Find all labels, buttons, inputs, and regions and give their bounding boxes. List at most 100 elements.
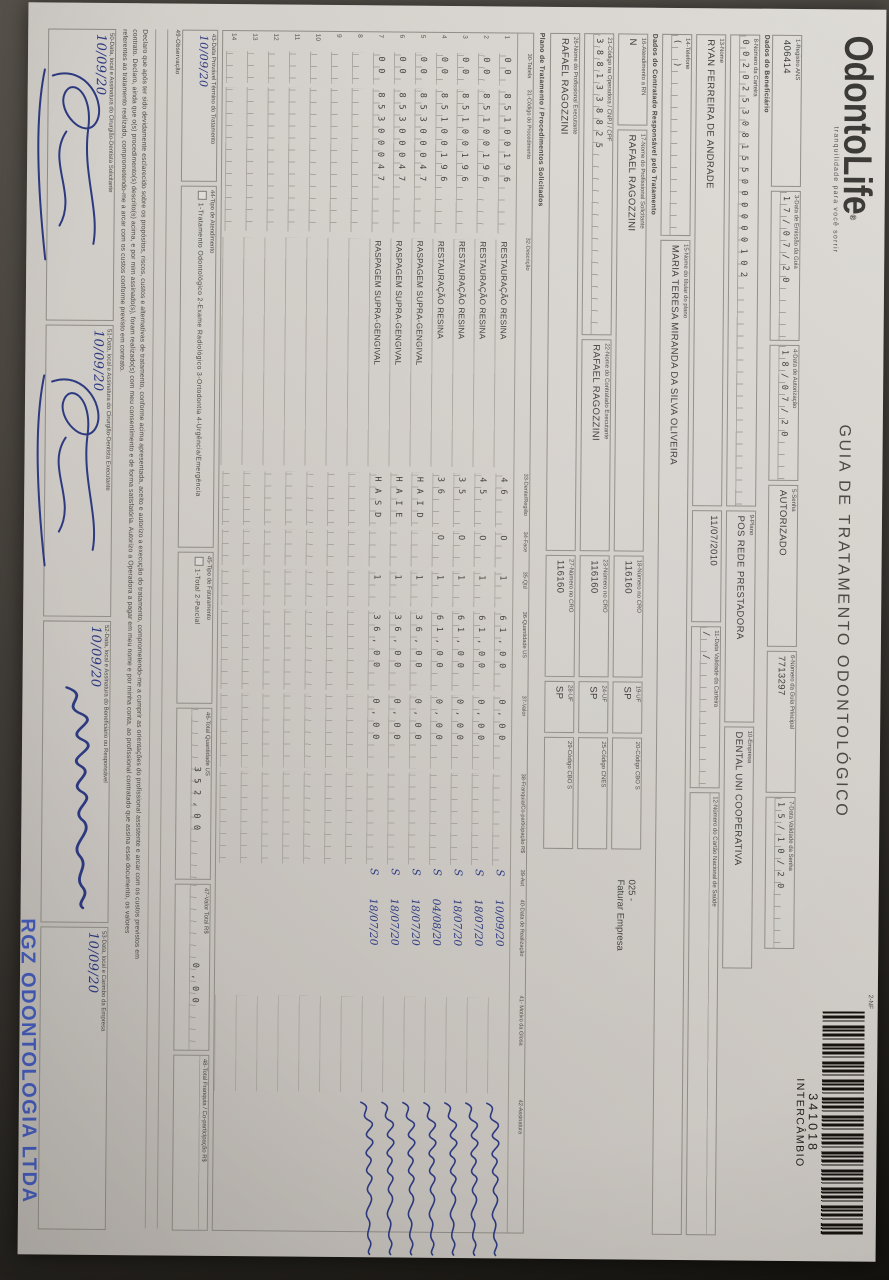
cell-valor: 0,00	[366, 694, 383, 769]
cell-descricao: RESTAURAÇÃO RESINA	[493, 239, 512, 467]
field-codigo-operadora: 21-Código na Operadora / CNPJ / CPF 3881…	[581, 33, 615, 336]
field-registro-ans: 1-Registro ANS 406414	[770, 34, 803, 188]
section-beneficiario: Dados do Beneficiário	[762, 34, 771, 113]
cell-n: 10	[314, 33, 322, 42]
cell-glosa	[214, 995, 233, 1091]
cell-data	[212, 895, 237, 991]
signature-box-cirurgiao-executante: 51-Data, local e Assinatura do Cirurgião…	[35, 324, 114, 618]
field-cro-solicitante: 18-Número no CRO 116160	[612, 555, 644, 678]
field-cro-executante: 23-Número no CRO 116160	[578, 555, 610, 678]
cell-descricao: RESTAURAÇÃO RESINA	[430, 239, 449, 467]
field-nome-beneficiario: 13-Nome RYAN FERREIRA DE ANDRADE	[692, 34, 727, 507]
cell-aut	[339, 866, 363, 896]
cell-glosa	[445, 997, 464, 1093]
cell-tabela: 00	[372, 52, 389, 85]
cell-us	[262, 609, 279, 690]
cell-us: 61,00	[472, 611, 489, 692]
cell-us: 61,00	[493, 611, 510, 692]
cell-qtd	[263, 569, 279, 606]
cell-tabela	[351, 52, 368, 85]
cell-qtd	[347, 570, 363, 607]
cell-qtd	[326, 569, 342, 607]
cell-descricao	[220, 237, 239, 465]
field-total-us: 46-Total Quantidade US 352,00	[174, 707, 213, 880]
cell-codigo	[329, 87, 346, 233]
cell-face	[284, 529, 300, 566]
cell-tabela	[330, 51, 347, 85]
cell-codigo	[245, 87, 262, 232]
cell-aut	[318, 866, 342, 896]
cell-aut	[297, 866, 321, 896]
dentist-signature	[36, 68, 101, 261]
cell-face: O	[494, 531, 510, 568]
cell-descricao: RASPAGEM SUPRA-GENGIVAL	[409, 239, 428, 467]
cell-valor: 0,00	[492, 695, 509, 770]
cell-franquia	[239, 771, 256, 864]
cell-qtd: 1	[389, 570, 405, 607]
field-cartao-nacional-saude: 12-Número do Cartão Nacional de Saúde	[685, 792, 720, 1236]
cell-codigo	[350, 88, 367, 233]
cell-codigo	[287, 87, 304, 232]
cell-face: O	[473, 531, 489, 568]
cell-descricao: RESTAURAÇÃO RESINA	[451, 239, 470, 467]
field-data-nascimento: 11/07/2010	[691, 510, 723, 623]
signature-box-cirurgiao-solicitante: 50-Data, local e Assinatura do Cirurgião…	[36, 28, 117, 322]
cell-aut	[213, 865, 237, 895]
cell-qtd: 1	[473, 571, 489, 608]
cell-franquia	[218, 770, 235, 864]
field-empresa: 10-Empresa DENTAL UNI COOPERATIVA	[722, 726, 755, 969]
field-uf-executante: 24-UF SP	[578, 681, 609, 734]
cell-descricao	[262, 237, 281, 465]
cell-descricao: RASPAGEM SUPRA-GENGIVAL	[367, 238, 386, 466]
cell-face	[410, 530, 426, 567]
cell-face	[326, 529, 342, 567]
field-senha: 5-Senha AUTORIZADO	[766, 484, 799, 648]
cell-glosa	[340, 996, 359, 1092]
observacao-line	[156, 29, 169, 1229]
cell-us: 61,00	[430, 610, 447, 691]
checkbox-icon	[197, 190, 207, 200]
cell-face	[389, 530, 405, 567]
cell-tabela: 00	[414, 52, 431, 85]
logo-text: OdontoLife	[834, 35, 881, 215]
cell-valor	[219, 692, 236, 768]
cell-tabela: 00	[435, 52, 452, 85]
cell-descricao	[283, 238, 302, 466]
cell-tabela	[267, 51, 284, 84]
cell-data	[338, 896, 363, 992]
cell-us: 36,00	[388, 610, 405, 691]
checkbox-icon	[194, 556, 204, 566]
cell-us	[346, 610, 363, 691]
cell-glosa	[382, 996, 401, 1092]
cell-aut	[255, 865, 279, 895]
cell-valor	[240, 693, 257, 768]
cell-glosa	[298, 996, 317, 1092]
observacao-label: 49-Observação	[173, 29, 181, 75]
procedures-table-body: 1 00 85100196 RESTAURAÇÃO RESINA 46 O 1 61,00 0,…	[212, 31, 517, 1257]
cell-tabela	[288, 51, 305, 84]
beneficiary-signature	[63, 685, 91, 910]
field-tipo-atendimento: 44-Tipo de Atendimento 1-Tratamento Odon…	[177, 185, 217, 548]
faturar-empresa-note: 025 - Faturar Empresa	[614, 879, 637, 951]
cell-glosa	[235, 995, 254, 1091]
cell-qtd	[242, 569, 258, 606]
field-atendimento-rn: 16-Atendimento a RN N	[617, 33, 649, 126]
cell-face	[242, 529, 258, 566]
field-tipo-faturamento: 45-Tipo de Faturamento 1-Total 2-Parcial	[176, 551, 214, 704]
cell-dente: HAID	[410, 472, 427, 527]
cell-dente: 45	[473, 473, 490, 528]
field-telefone: 14-Telefone ( )	[660, 33, 693, 237]
field-cnes: 25-Código CNES	[577, 737, 609, 850]
cell-codigo: 85300047	[371, 88, 388, 233]
cell-tabela	[309, 51, 326, 84]
cell-qtd	[284, 569, 300, 606]
barcode-caption: INTERCÂMBIO	[793, 1078, 807, 1168]
cell-dente	[242, 471, 259, 526]
procedures-table: 30-Tabela 31-Código do Procedimento 32-D…	[211, 29, 535, 1257]
cell-tabela: 00	[477, 53, 494, 86]
cell-glosa	[487, 997, 506, 1093]
cell-tabela: 00	[456, 53, 473, 86]
cell-n: 13	[251, 33, 259, 41]
cell-qtd	[305, 569, 321, 606]
